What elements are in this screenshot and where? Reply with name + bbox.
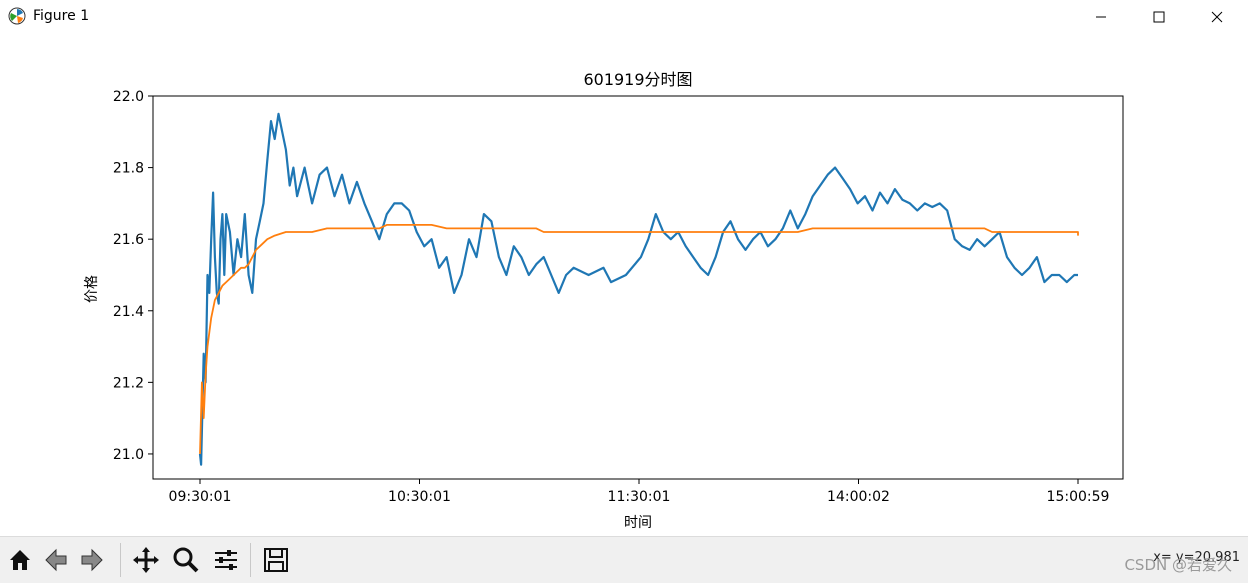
coordinate-readout: x= y=20.981	[1153, 550, 1240, 565]
save-button[interactable]	[260, 543, 292, 577]
save-icon	[264, 548, 288, 572]
y-tick-label: 21.8	[113, 161, 144, 177]
figure-canvas[interactable]: 601919分时图 21.0 21.2 21.4 21.6 21.8 22.0 09:30…	[0, 36, 1248, 536]
series-layer	[198, 112, 1079, 466]
y-axis-label: 价格	[84, 275, 100, 303]
y-tick-label: 21.4	[113, 304, 144, 320]
back-icon	[45, 548, 67, 572]
matplotlib-icon	[8, 7, 26, 25]
home-button[interactable]	[4, 543, 36, 577]
x-tick-label: 11:30:01	[608, 489, 671, 505]
y-axis: 21.0 21.2 21.4 21.6 21.8 22.0	[113, 89, 153, 463]
minimize-button[interactable]	[1078, 0, 1124, 34]
y-tick-label: 21.2	[113, 375, 144, 391]
toolbar-separator	[120, 543, 121, 577]
home-icon	[10, 550, 30, 570]
chart-title: 601919分时图	[583, 70, 692, 89]
x-axis-label: 时间	[624, 515, 652, 531]
x-tick-label: 14:00:02	[827, 489, 890, 505]
series-line-1	[198, 112, 1078, 466]
configure-subplots-button[interactable]	[210, 543, 242, 577]
maximize-button[interactable]	[1136, 0, 1182, 34]
zoom-button[interactable]	[170, 543, 202, 577]
zoom-icon	[173, 547, 199, 573]
x-axis: 09:30:01 10:30:01 11:30:01 14:00:02 15:00:59	[169, 479, 1110, 505]
minimize-icon	[1096, 16, 1106, 18]
window-title: Figure 1	[33, 8, 90, 24]
x-tick-label: 15:00:59	[1047, 489, 1110, 505]
forward-icon	[81, 548, 103, 572]
back-button[interactable]	[40, 543, 72, 577]
toolbar-separator	[250, 543, 251, 577]
y-tick-label: 22.0	[113, 89, 144, 105]
y-tick-label: 21.0	[113, 447, 144, 463]
maximize-icon	[1153, 11, 1165, 23]
x-tick-label: 09:30:01	[169, 489, 232, 505]
forward-button[interactable]	[76, 543, 108, 577]
configure-subplots-icon	[215, 550, 237, 570]
close-icon	[1211, 11, 1223, 23]
x-tick-label: 10:30:01	[388, 489, 451, 505]
series-line-2	[199, 223, 1079, 454]
line-chart: 601919分时图 21.0 21.2 21.4 21.6 21.8 22.0 09:30…	[84, 70, 1124, 531]
close-button[interactable]	[1194, 0, 1240, 34]
y-tick-label: 21.6	[113, 232, 144, 248]
pan-icon	[133, 547, 159, 573]
plot-frame	[152, 95, 1124, 480]
window-titlebar: Figure 1	[0, 0, 1248, 36]
watermark: CSDN @若爱久	[1124, 556, 1232, 574]
pan-button[interactable]	[130, 543, 162, 577]
navigation-toolbar: x= y=20.981 CSDN @若爱久	[0, 536, 1248, 583]
